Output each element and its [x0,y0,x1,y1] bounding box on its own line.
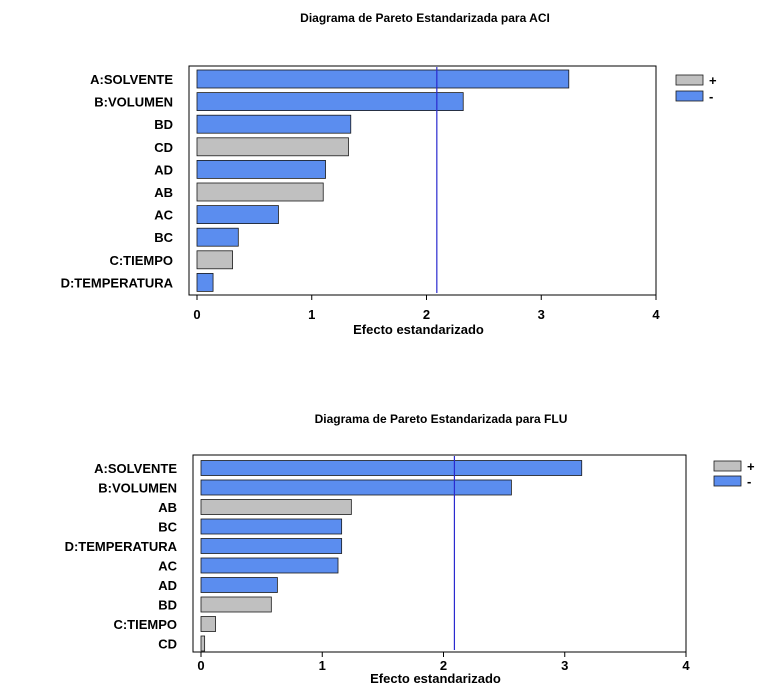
category-label: CD [158,637,177,652]
chart-title: Diagrama de Pareto Estandarizada para FL… [315,412,568,426]
bar [196,272,214,292]
chart-2: Diagrama de Pareto Estandarizada para FL… [65,412,755,686]
x-tick-label: 3 [538,307,545,322]
x-tick-label: 4 [682,658,690,673]
category-label: AC [158,559,177,574]
category-label: C:TIEMPO [113,617,177,632]
chart-1: Diagrama de Pareto Estandarizada para AC… [61,11,717,337]
bar [200,616,216,632]
legend-swatch [675,90,704,102]
category-label: A:SOLVENTE [94,461,177,476]
x-axis-label: Efecto estandarizado [370,671,501,686]
category-label: BC [158,520,177,535]
legend-swatch [713,460,742,472]
category-label: AD [158,578,177,593]
bar [200,518,343,535]
bar [196,250,233,270]
category-label: AB [158,500,177,515]
legend-swatch [675,74,704,86]
category-label: A:SOLVENTE [90,72,173,87]
category-label: BD [154,117,173,132]
bar [200,499,352,515]
bar [196,137,349,157]
bar [196,227,239,247]
category-label: B:VOLUMEN [94,95,173,110]
plot-frame [192,454,687,653]
bar [200,538,343,554]
category-label: D:TEMPERATURA [61,275,174,290]
x-tick-label: 1 [319,658,326,673]
bar [196,159,326,179]
x-axis-label: Efecto estandarizado [353,322,484,337]
bar [196,114,352,134]
category-label: B:VOLUMEN [98,481,177,496]
bar [200,460,583,476]
x-tick-label: 2 [423,307,430,322]
legend-swatch [713,475,742,487]
bar [200,596,272,613]
chart-title: Diagrama de Pareto Estandarizada para AC… [300,11,550,25]
bar [196,182,324,202]
bar [196,205,279,225]
category-label: D:TEMPERATURA [65,539,178,554]
bar [196,92,464,111]
x-tick-label: 2 [440,658,447,673]
bar [200,577,278,593]
legend-label: + [747,459,755,474]
bar [200,557,339,574]
legend-label: - [709,89,713,104]
x-tick-label: 0 [193,307,200,322]
x-tick-label: 1 [308,307,315,322]
bar [200,479,512,496]
category-label: CD [154,140,173,155]
legend-label: + [709,73,717,88]
x-tick-label: 0 [197,658,204,673]
x-tick-label: 4 [652,307,660,322]
x-tick-label: 3 [561,658,568,673]
category-label: AC [154,208,173,223]
category-label: BC [154,230,173,245]
category-label: BD [158,598,177,613]
plot-frame [188,65,657,296]
category-label: C:TIEMPO [109,253,173,268]
legend-label: - [747,474,751,489]
bar [196,69,570,89]
bar [200,635,206,652]
category-label: AD [154,162,173,177]
category-label: AB [154,185,173,200]
